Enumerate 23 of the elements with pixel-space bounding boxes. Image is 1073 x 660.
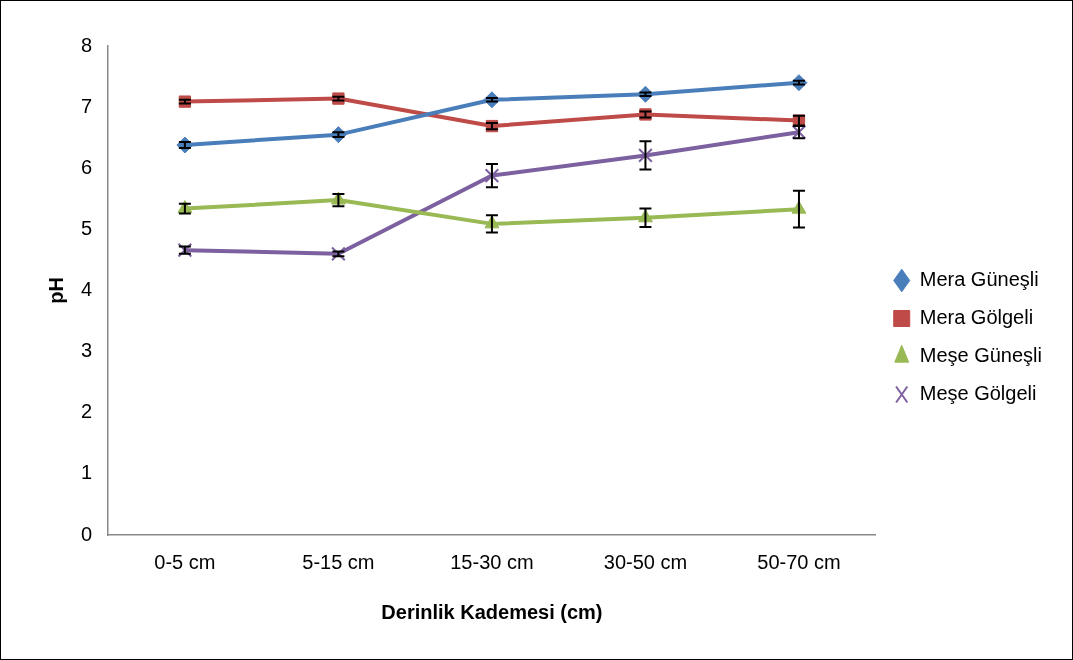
x-tick-label: 30-50 cm	[603, 550, 688, 573]
x-tick-label: 50-70 cm	[757, 550, 841, 573]
x-tick-label: 15-30 cm	[450, 550, 534, 573]
y-tick-label: 1	[81, 461, 93, 484]
y-tick-label: 7	[81, 94, 93, 117]
y-tick-label: 0	[81, 522, 93, 545]
y-tick-label: 4	[81, 278, 93, 301]
y-axis-title: pH	[44, 277, 67, 304]
point	[638, 148, 653, 163]
y-tick-label: 5	[81, 216, 93, 239]
legend-label: Mera Gölgeli	[919, 306, 1034, 329]
point	[331, 246, 346, 262]
x-axis-title: Derinlik Kademesi (cm)	[381, 600, 603, 623]
y-tick-label: 2	[81, 400, 93, 423]
point	[484, 168, 500, 183]
legend-label: Mera Güneşli	[919, 268, 1039, 291]
y-tick-label: 6	[81, 155, 93, 178]
y-tick-label: 8	[81, 33, 93, 56]
x-tick-label: 5-15 cm	[302, 550, 375, 573]
legend-label: Meşe Güneşli	[919, 344, 1043, 367]
y-tick-label: 3	[81, 339, 93, 362]
x-tick-label: 0-5 cm	[154, 550, 216, 573]
legend-label: Meşe Gölgeli	[919, 382, 1037, 405]
